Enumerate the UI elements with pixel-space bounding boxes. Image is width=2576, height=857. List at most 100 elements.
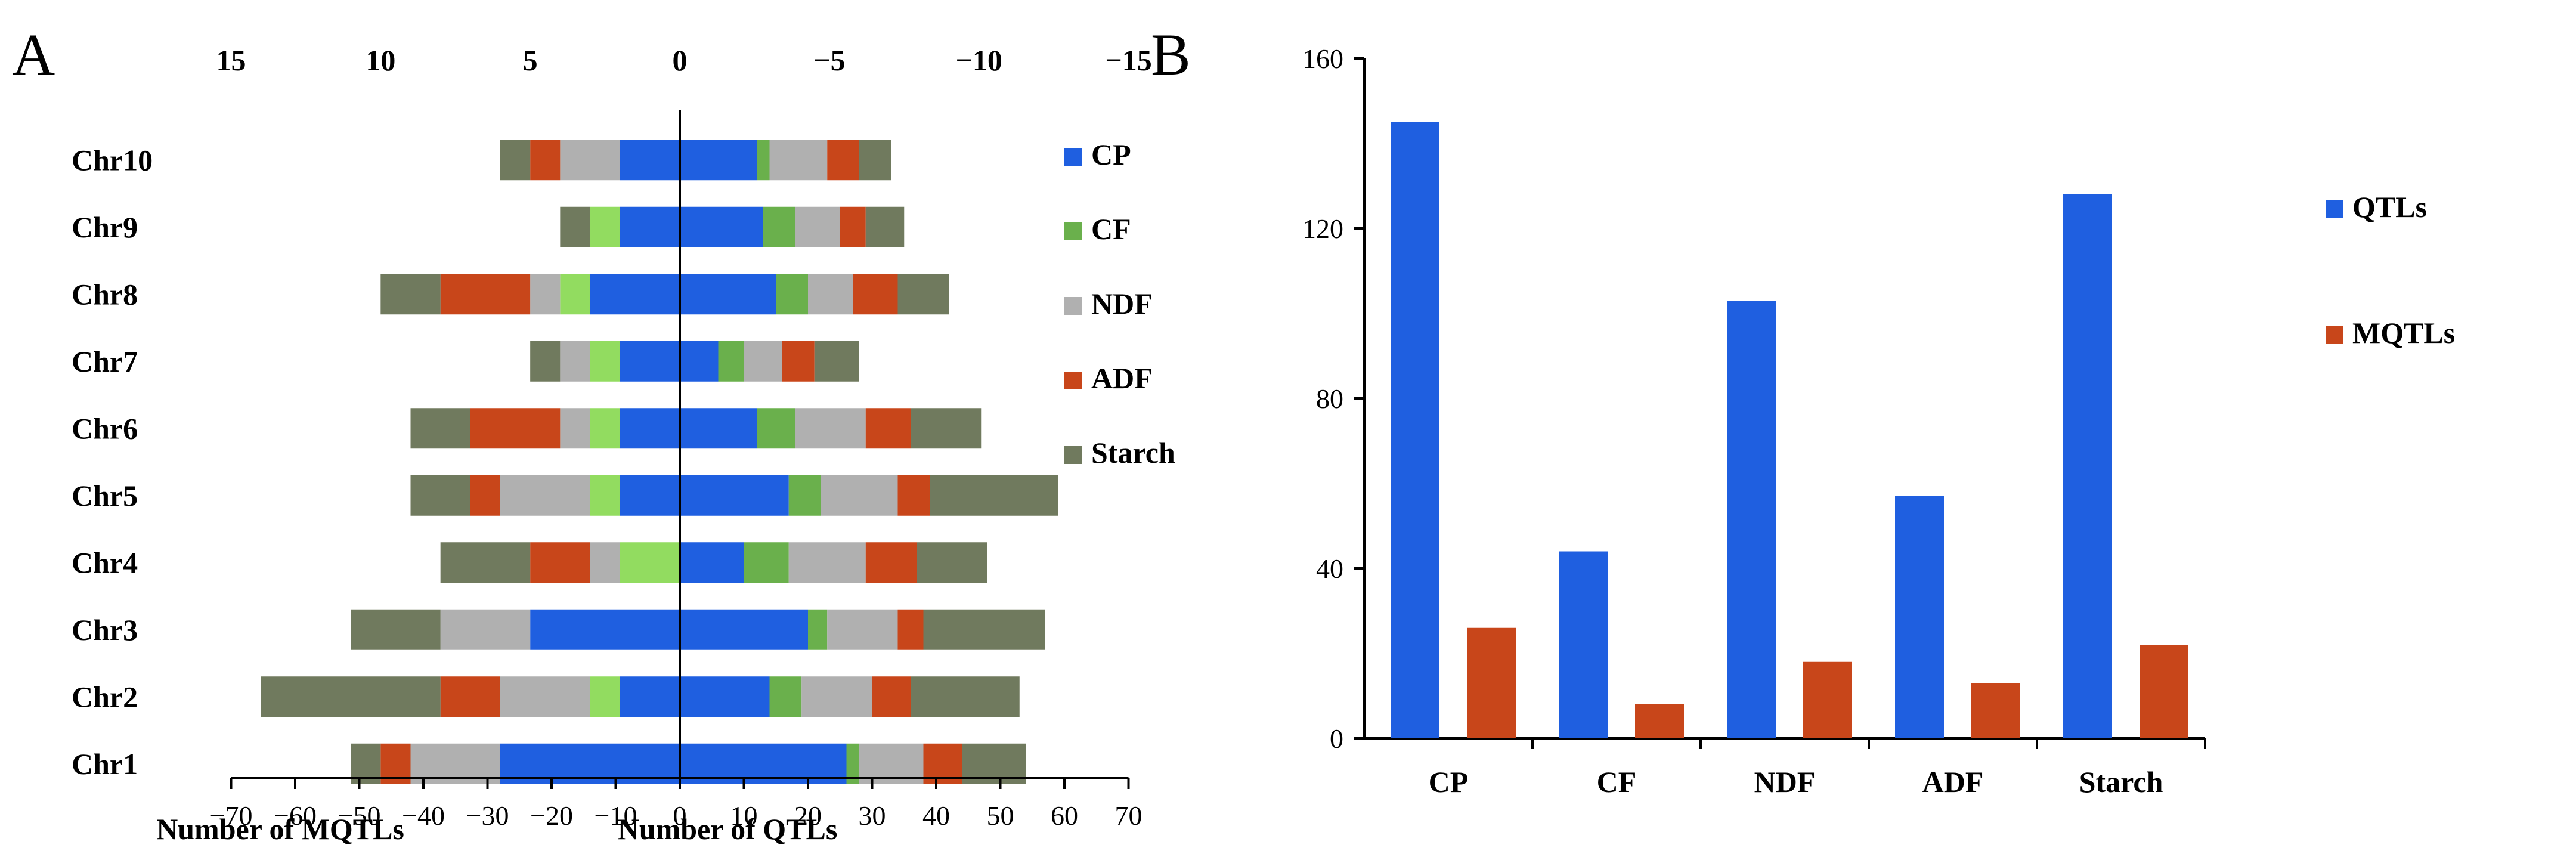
legend-label-starch: Starch	[1091, 436, 1175, 469]
qtl-bar-adf-chr9	[840, 206, 866, 247]
panel-a-xlabel-qtl: Number of QTLs	[618, 812, 838, 846]
qtls-bar-cp	[1391, 122, 1439, 738]
panel-b-category-label-adf: ADF	[1922, 765, 1984, 799]
mqtl-bar-ndf-chr3	[440, 609, 531, 650]
legend-label-adf: ADF	[1091, 361, 1153, 395]
category-label-chr9: Chr9	[72, 211, 138, 244]
panel-letter-a: A	[12, 21, 55, 88]
mqtl-bar-starch-chr5	[410, 475, 470, 516]
qtls-bar-starch	[2063, 194, 2112, 738]
legend-swatch-cf	[1064, 222, 1082, 240]
qtl-bar-adf-chr7	[782, 341, 815, 382]
qtl-bar-ndf-chr7	[744, 341, 782, 382]
qtl-bar-starch-chr7	[814, 341, 859, 382]
legend-swatch-ndf	[1064, 297, 1082, 315]
legend-label-qtls: QTLs	[2352, 190, 2427, 224]
mqtl-bar-cf-chr6	[590, 408, 620, 449]
mqtl-bar-cf-chr7	[590, 341, 620, 382]
qtl-bar-adf-chr2	[872, 676, 911, 717]
mqtls-bar-cp	[1467, 627, 1516, 738]
qtl-bar-cp-chr9	[680, 206, 763, 247]
qtl-bar-adf-chr3	[897, 609, 924, 650]
category-label-chr3: Chr3	[72, 613, 138, 646]
panel-a-x-tick-label: −70	[210, 800, 253, 831]
qtl-bar-cp-chr7	[680, 341, 719, 382]
qtl-bar-ndf-chr3	[827, 609, 898, 650]
mqtl-bar-cp-chr6	[620, 408, 680, 449]
category-label-chr4: Chr4	[72, 546, 138, 579]
mqtl-bar-cp-chr5	[620, 475, 680, 516]
panel-b-category-label-cf: CF	[1597, 765, 1637, 799]
qtl-bar-cf-chr2	[769, 676, 802, 717]
panel-a-top-axis: 15 10 5 0 −5 −10 −15	[216, 44, 1152, 77]
mqtl-bar-adf-chr5	[470, 475, 500, 516]
qtl-bar-cf-chr7	[718, 341, 744, 382]
mqtl-bar-cp-chr2	[620, 676, 680, 717]
mqtl-bar-cf-chr2	[590, 676, 620, 717]
mqtl-bar-adf-chr6	[470, 408, 561, 449]
mqtl-bar-cf-chr4	[620, 542, 680, 583]
panel-a-x-tick-label: 70	[1115, 800, 1143, 831]
legend-swatch-qtls	[2326, 200, 2343, 218]
category-label-chr7: Chr7	[72, 345, 138, 378]
qtl-bar-ndf-chr10	[769, 140, 828, 181]
top-axis-tick-label: −10	[955, 44, 1002, 77]
qtl-bar-ndf-chr5	[821, 475, 898, 516]
qtl-bar-adf-chr4	[865, 542, 917, 583]
mqtl-bar-adf-chr8	[440, 274, 531, 315]
mqtls-bar-cf	[1635, 704, 1684, 738]
qtl-bar-ndf-chr9	[795, 206, 840, 247]
qtl-bar-starch-chr2	[911, 676, 1020, 717]
qtl-bar-starch-chr9	[865, 206, 905, 247]
panel-a-x-tick-label: −20	[530, 800, 573, 831]
category-label-chr1: Chr1	[72, 747, 138, 781]
panel-a-category-labels: Chr1 Chr2 Chr3 Chr4 Chr5 Chr6 Chr7 Chr8 Chr9 Chr1…	[72, 143, 153, 781]
panel-b-y-tick-label: 80	[1316, 383, 1343, 414]
mqtl-bar-ndf-chr6	[560, 408, 590, 449]
top-axis-tick-label: −5	[813, 44, 846, 77]
category-label-chr2: Chr2	[72, 680, 138, 713]
panel-a-x-tick-label: −40	[402, 800, 445, 831]
qtl-bar-adf-chr10	[827, 140, 859, 181]
qtl-bar-starch-chr3	[923, 609, 1045, 650]
qtl-bar-cp-chr8	[680, 274, 776, 315]
category-label-chr6: Chr6	[72, 412, 138, 445]
panel-b-y-tick-label: 160	[1302, 44, 1343, 74]
qtl-bar-cf-chr3	[808, 609, 828, 650]
legend-swatch-starch	[1064, 446, 1082, 464]
qtl-bar-cp-chr4	[680, 542, 744, 583]
panel-a-x-tick-label: 50	[987, 800, 1014, 831]
panel-a-x-tick-label: −50	[338, 800, 381, 831]
mqtl-bar-cf-chr9	[590, 206, 620, 247]
qtl-bar-cp-chr3	[680, 609, 808, 650]
mqtls-bar-ndf	[1803, 661, 1852, 738]
mqtl-bar-cf-chr5	[590, 475, 620, 516]
panel-a-x-tick-label: 30	[859, 800, 886, 831]
panel-b-category-label-starch: Starch	[2079, 765, 2163, 799]
panel-a-x-tick-label: 60	[1051, 800, 1078, 831]
qtl-bar-starch-chr8	[897, 274, 949, 315]
mqtl-bar-cf-chr8	[560, 274, 590, 315]
mqtl-bar-ndf-chr5	[500, 475, 590, 516]
legend-swatch-mqtls	[2326, 326, 2343, 344]
qtl-bar-cf-chr1	[846, 743, 859, 784]
qtl-bar-cf-chr6	[757, 408, 795, 449]
mqtl-bar-cp-chr8	[590, 274, 680, 315]
mqtl-bar-starch-chr2	[261, 676, 441, 717]
qtl-bar-adf-chr5	[897, 475, 930, 516]
category-label-chr5: Chr5	[72, 479, 138, 512]
qtl-bar-starch-chr10	[859, 140, 891, 181]
mqtl-bar-adf-chr10	[530, 140, 561, 181]
mqtl-bar-ndf-chr10	[560, 140, 620, 181]
qtls-bar-adf	[1895, 496, 1944, 738]
top-axis-tick-label: 5	[523, 44, 538, 77]
panel-b-category-label-cp: CP	[1429, 765, 1469, 799]
mqtl-bar-ndf-chr4	[590, 542, 620, 583]
qtl-bar-adf-chr6	[865, 408, 911, 449]
mqtl-bar-starch-chr3	[351, 609, 441, 650]
qtl-bar-starch-chr4	[917, 542, 987, 583]
mqtl-bar-ndf-chr7	[560, 341, 590, 382]
mqtl-bar-cp-chr10	[620, 140, 680, 181]
mqtl-bar-starch-chr10	[500, 140, 531, 181]
